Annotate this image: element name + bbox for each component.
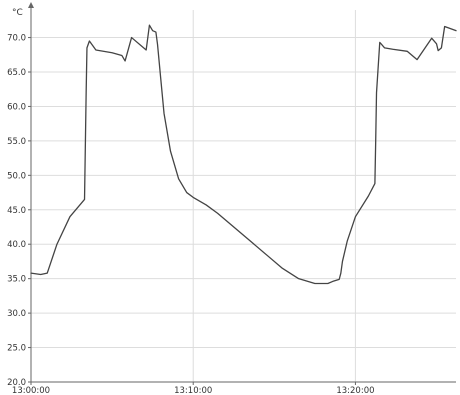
y-tick-label: 65.0: [7, 68, 26, 78]
y-axis-arrow-icon: [28, 2, 34, 8]
y-tick-label: 50.0: [7, 171, 26, 181]
y-axis-unit-label: °C: [12, 8, 23, 18]
y-tick-label: 45.0: [7, 206, 26, 216]
y-tick-label: 30.0: [7, 309, 26, 319]
label-layer: 20.025.030.035.040.045.050.055.060.065.0…: [7, 8, 374, 395]
series-layer: [31, 25, 456, 283]
axis-layer: [28, 2, 456, 385]
x-tick-label: 13:00:00: [12, 386, 50, 395]
temperature-series-line: [31, 25, 456, 283]
y-tick-label: 40.0: [7, 240, 26, 250]
y-tick-label: 60.0: [7, 102, 26, 112]
y-tick-label: 25.0: [7, 344, 26, 354]
y-tick-label: 70.0: [7, 34, 26, 44]
grid-layer: [31, 10, 456, 382]
y-tick-label: 35.0: [7, 275, 26, 285]
x-tick-label: 13:10:00: [174, 386, 212, 395]
y-tick-label: 55.0: [7, 137, 26, 147]
x-tick-label: 13:20:00: [336, 386, 374, 395]
